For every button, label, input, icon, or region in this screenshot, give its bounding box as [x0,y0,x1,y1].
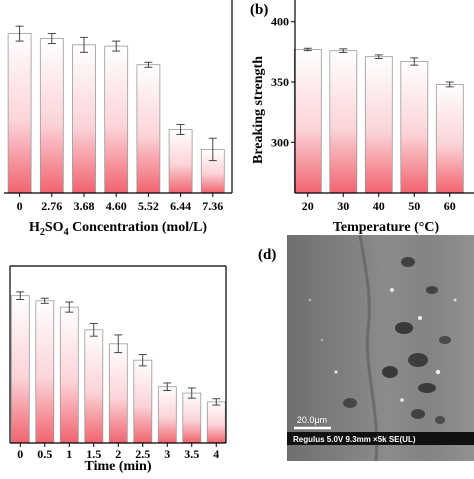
time-x-tick-label: 1 [66,447,72,461]
concentration-bar [7,33,32,194]
temperature-bar [435,84,464,194]
temperature-y-tick-label: 350 [271,75,289,89]
temperature-bars [293,47,464,194]
concentration-error-bar [144,61,153,68]
temperature-bar [293,49,322,194]
sem-image: 20.0μm Regulus 5.0V 9.3mm ×5k SE(UL) [287,235,474,461]
time-bars [10,291,226,444]
concentration-bar [39,38,64,194]
time-bar [10,295,30,444]
temperature-error-bar [303,47,312,52]
time-bar [59,306,79,444]
temperature-x-tick-label: 60 [444,199,456,213]
time-error-bar [65,301,74,313]
concentration-error-bar [112,40,121,52]
concentration-error-bar [176,124,185,135]
temperature-x-tick-label: 50 [408,199,420,213]
time-x-tick-label: 0.5 [37,447,52,461]
temperature-error-bar [445,81,454,88]
sem-info-text: Regulus 5.0V 9.3mm ×5k SE(UL) [293,435,416,444]
concentration-chart: 0 2.76 3.68 4.60 5.52 6.44 7.36 H2SO4 Concentr… [4,0,233,238]
temperature-x-tick-label: 20 [302,199,314,213]
time-x-ticks: 0 0.5 1 1.5 2 2.5 3 3.5 4 [17,443,219,461]
time-error-bar [16,291,25,300]
time-x-tick-label: 2 [115,447,121,461]
panel-label-b: (b) [250,2,268,18]
time-error-bar [163,382,172,391]
time-x-tick-label: 4 [213,447,219,461]
temperature-error-bar [339,48,348,53]
time-error-bar [40,297,49,304]
time-error-bar [89,323,98,337]
temperature-y-axis-title: Breaking strength [251,56,266,164]
concentration-x-tick-label: 5.52 [138,199,159,213]
time-x-tick-label: 0 [17,447,23,461]
time-chart: 0 0.5 1 1.5 2 2.5 3 3.5 4 Time (min) [9,265,227,474]
concentration-x-tick-label: 6.44 [170,199,191,213]
concentration-x-tick-label: 3.68 [74,199,95,213]
temperature-x-tick-label: 30 [337,199,349,213]
temperature-bar [329,50,358,194]
time-x-tick-label: 2.5 [135,447,150,461]
time-error-bar [212,398,221,406]
temperature-bar [400,61,429,194]
time-error-bar [138,354,147,367]
time-x-axis-title: Time (min) [84,459,151,474]
temperature-x-tick-label: 40 [373,199,385,213]
temperature-bar [364,56,393,194]
time-bar [108,343,128,444]
temperature-x-axis-title: Temperature (°C) [333,220,440,235]
scale-bar-label: 20.0μm [297,415,327,425]
time-bar [84,329,104,444]
concentration-bars [7,25,225,194]
temperature-y-ticks: 300 350 400 [271,15,295,149]
temperature-error-bar [374,54,383,59]
concentration-error-bar [47,33,56,45]
time-x-tick-label: 1.5 [86,447,101,461]
concentration-x-ticks: 0 2.76 3.68 4.60 5.52 6.44 7.36 [17,193,223,213]
concentration-error-bar [208,137,217,162]
time-x-tick-label: 3.5 [184,447,199,461]
time-x-tick-label: 3 [164,447,170,461]
concentration-x-tick-label: 2.76 [41,199,62,213]
concentration-x-tick-label: 0 [17,199,23,213]
temperature-error-bar [410,57,419,66]
time-bar [206,401,226,444]
time-error-bar [114,334,123,354]
concentration-x-axis-title: H2SO4 Concentration (mol/L) [29,220,207,238]
concentration-bar [136,64,161,194]
temperature-chart: (b) 300 350 400 20 30 40 50 60 Breaking streng… [250,0,474,235]
time-bar [133,359,153,444]
time-bar [182,392,202,444]
concentration-x-tick-label: 4.60 [106,199,127,213]
sem-micrograph-panel: (d) 20.0μm Regulus 5.0 [258,235,474,461]
time-bar [157,386,177,444]
temperature-y-tick-label: 300 [271,135,289,149]
temperature-y-tick-label: 400 [271,15,289,29]
sem-info-bar [287,432,474,445]
temperature-x-ticks: 20 30 40 50 60 [302,193,456,213]
concentration-x-tick-label: 7.36 [202,199,223,213]
concentration-bar [72,44,96,194]
concentration-error-bar [15,25,24,42]
time-error-bar [187,387,196,399]
concentration-bar [104,45,129,194]
concentration-bar [168,129,193,194]
concentration-error-bar [80,36,88,53]
panel-label-d: (d) [258,247,276,263]
time-bar [35,300,55,444]
